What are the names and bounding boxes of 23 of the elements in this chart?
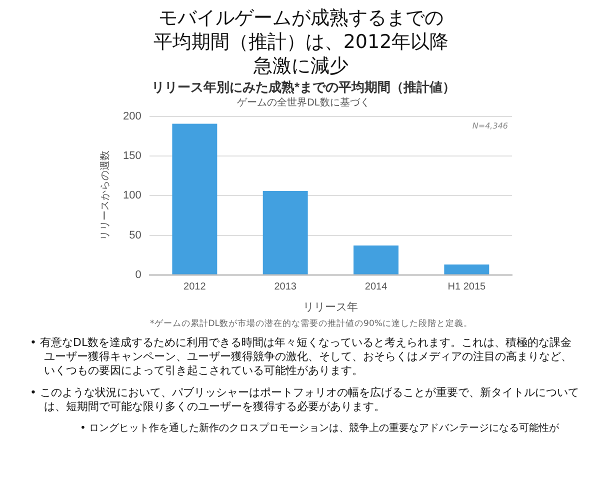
text: • 有意なDL数を達成するために利用できる時間は年々短くなっていると考えられます。これは、積極的な課金ユーザー獲得キャンペーン、ユーザー獲得競争の激化、そして、おそらくはメディアの注目の高まりなど、いくつもの要因によって引き起こされている可能性があります。	[30, 336, 573, 378]
y-tick-label: 0	[135, 268, 142, 281]
chart-title: モバイルゲームが成熟するまでの平均期間（推計）は、2012年以降急激に減少	[152, 6, 450, 78]
y-tick-label: 200	[122, 110, 142, 123]
y-tick-label: 50	[129, 229, 142, 242]
text: ゲームの全世界DL数に基づく	[237, 96, 370, 108]
bar	[262, 190, 308, 274]
bar	[354, 246, 398, 274]
x-tick-label: 2014	[364, 282, 388, 293]
chart-subtitle: リリース年別にみた成熟*までの平均期間（推計値）	[151, 79, 456, 94]
text: • ロングヒット作を通した新作のクロスプロモーションは、競争上の重要なアドバンテージになる可能性が	[80, 422, 560, 436]
y-tick-label: 100	[122, 190, 142, 202]
x-tick-label: 2013	[274, 282, 297, 293]
text: *ゲームの累計DL数が市場の潜在的な需要の推計値の90%に達した段階と定義。	[150, 318, 474, 330]
annotation: N=4,346	[472, 122, 508, 131]
bar	[172, 124, 218, 274]
x-axis-title: リリース年	[303, 301, 358, 314]
y-axis-title: リリースからの週数	[100, 150, 111, 241]
text: • このような状況において、パブリッシャーはポートフォリオの幅を広げることが重要で、新タイトルについては、短期間で可能な限り多くのユーザーを獲得する必要があります。	[30, 386, 580, 414]
x-tick-label: 2012	[184, 282, 206, 293]
x-tick-label: H1 2015	[448, 282, 486, 293]
bar	[444, 264, 490, 274]
y-tick-label: 150	[122, 150, 142, 162]
